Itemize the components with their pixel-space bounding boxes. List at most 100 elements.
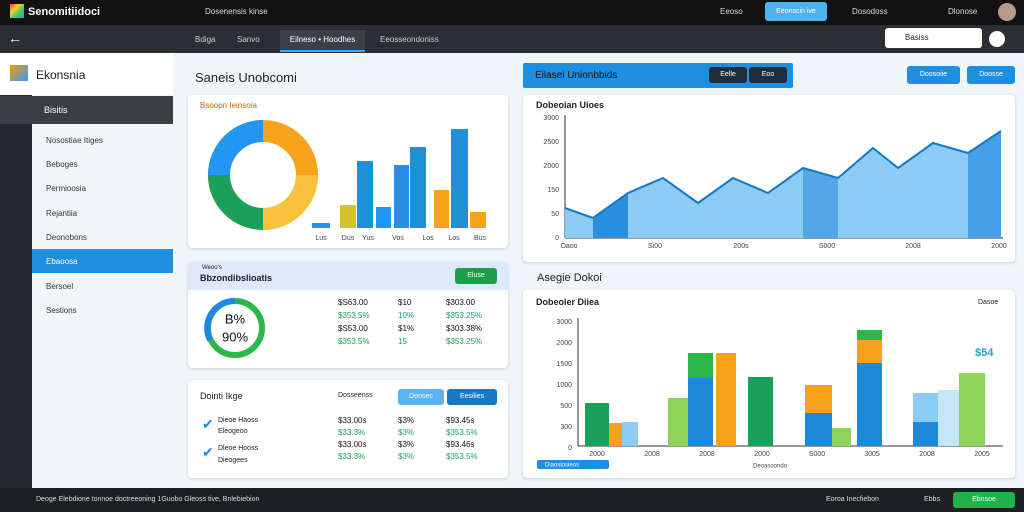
toolbar-button[interactable]: Doosoiie [907,66,960,84]
x-label: Los [422,235,434,242]
user-menu[interactable]: Dosodoss [852,7,888,16]
tab[interactable]: Sanvo [237,35,260,44]
bar [857,330,882,340]
tick-label: 200s [733,243,749,250]
tab[interactable]: Bdiga [195,35,216,44]
card: Weoo's Bbzondibslioatis Eluse B% 90% $S6… [188,262,508,368]
tick-label: 50 [551,211,559,218]
search[interactable]: Dosenensis kinse [205,7,268,16]
value: $3% [398,416,415,425]
user-name[interactable]: Dlonose [948,7,978,16]
banner-button[interactable]: Eelle [709,67,747,83]
value: $3% [398,440,415,449]
tick-label: 2000 [556,340,572,347]
area-band [593,193,628,238]
bar [913,422,938,446]
help[interactable] [989,31,1005,47]
nav-item[interactable]: Bersoel [46,282,74,291]
banner-button[interactable]: Eoo [749,67,787,83]
sidebar-header [0,53,173,95]
card: Dobeoian Uioes 3000 2500 2000 150 50 0 Oaoo Si0… [523,95,1015,262]
card-title: Bbzondibslioatis [200,273,272,283]
header-button[interactable]: Eeonscin ive [765,2,827,21]
card-charts: Lus Dus Yus Vos Los Los Bus [208,120,487,242]
tick-label: 300 [560,424,572,431]
card-button[interactable]: Eluse [455,268,497,284]
nav-item[interactable]: Sestions [46,306,77,315]
legend-item: Deoasoondo [753,464,788,470]
nav-item[interactable]: Beboges [46,160,78,169]
value: $303.38% [446,324,483,333]
button[interactable]: Eesilies [447,389,497,405]
tick-label: S000 [819,243,835,250]
value: $33.3% [338,452,366,461]
bar [622,422,638,446]
nav-item[interactable]: Ebaoosa [46,257,78,266]
sidebar-title: Ekonsnia [36,68,86,82]
bar [688,353,713,378]
value: $S53.00 [338,324,368,333]
select[interactable]: Basiss [885,28,982,48]
bar [913,393,938,422]
footer-button[interactable]: Ebnsoe [953,492,1015,508]
tick-label: 2008 [905,243,921,250]
ring-text: 90% [222,329,248,344]
nav-selected[interactable] [32,249,173,273]
tick-label: 2000 [589,451,605,458]
value: $303.00 [446,298,475,307]
donut-arc [208,174,264,230]
alert[interactable]: Eeoso [720,7,743,16]
toolbar-button[interactable]: Doosse [967,66,1015,84]
nav-active[interactable] [0,96,173,124]
tab[interactable]: Eeosseondoniss [380,35,439,44]
nav-item[interactable]: Nosostiae Itiges [46,136,103,145]
bar [959,373,985,446]
card-title: Dobeoler Diiea [536,297,600,307]
card: Dointi Ikge Dosseenss Donsec Eesilies ✔ … [188,380,508,478]
bar [832,428,851,446]
check: ✔ [202,444,214,460]
tick-label: 0 [555,235,559,242]
avatar[interactable] [998,3,1016,21]
back[interactable]: ← [8,30,22,46]
item: Dleoe Hooss [218,445,259,452]
area [565,131,1001,238]
section-title: Asegie Dokoi [537,272,602,284]
value: $3% [398,452,415,461]
nav-item[interactable]: Bisitis [44,105,68,115]
link[interactable]: Dosseenss [338,392,373,399]
value: $353.25% [446,311,483,320]
area-band [803,168,838,238]
tick-label: 0 [568,445,572,452]
area-band [968,131,1001,238]
logo [10,4,24,18]
card-title: Bsoopn Ieinsoia [200,101,257,110]
tab-active[interactable]: Eilneso • Hoodhes [280,30,365,52]
nav-item[interactable]: Deonobons [46,233,87,242]
x-label: Dus [342,235,355,242]
card: Dobeoler Diiea Dasoe $54 3000 2000 1500 100… [523,290,1015,478]
footer-text: Deoge Elebdione tonnoe doctreeoning 1Guo… [36,496,260,503]
value: $353.5% [338,311,370,320]
item: Dieogees [218,457,248,464]
bar [394,165,409,228]
bar [668,398,688,446]
value: $33.00s [338,416,367,425]
nav-item[interactable]: Permioosia [46,184,87,193]
card-corner[interactable]: Dasoe [978,299,999,306]
bar [410,147,426,228]
legend-swatch [537,460,609,469]
legend-item: Diaosiosieos [545,463,579,469]
card-title: Dobeoian Uioes [536,100,605,110]
value: $353.25% [446,337,483,346]
donut-arc [262,174,318,230]
card-title: Dointi Ikge [200,391,243,401]
nav-item[interactable]: Rejantiia [46,209,78,218]
donut-arc [208,120,264,176]
footer [0,488,1024,512]
button[interactable]: Donsec [398,389,444,405]
tick-label: 3000 [556,319,572,326]
item: Dieoe Haoss [218,417,259,424]
